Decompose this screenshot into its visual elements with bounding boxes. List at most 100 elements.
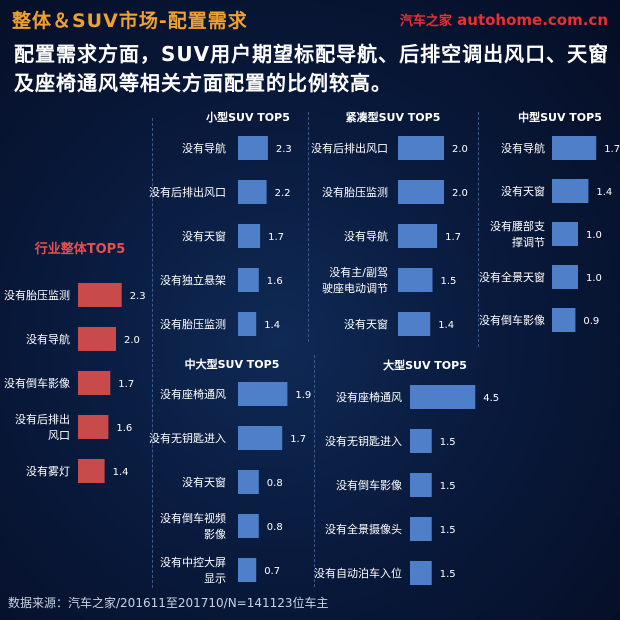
divider-bottom (314, 355, 315, 587)
value-label: 1.0 (586, 273, 602, 284)
category-label: 没有倒车影像 (336, 478, 402, 492)
category-label: 没有独立悬架 (160, 273, 226, 287)
value-label: 1.5 (440, 525, 456, 536)
value-label: 2.0 (452, 144, 468, 155)
value-label: 1.7 (118, 379, 134, 390)
bar (552, 222, 578, 246)
value-label: 1.7 (445, 232, 461, 243)
category-label: 没有天窗 (182, 229, 226, 243)
category-label: 没有中控大屏显示 (160, 555, 226, 585)
value-label: 1.7 (268, 232, 284, 243)
bar (238, 312, 257, 336)
bar (238, 514, 259, 538)
bar (398, 180, 444, 204)
bar (398, 268, 433, 292)
bar (410, 473, 432, 497)
bar (398, 224, 438, 248)
category-label: 没有胎压监测 (160, 317, 226, 331)
bar (398, 136, 444, 160)
value-label: 0.7 (264, 566, 280, 577)
chart-panel-5: 中大型SUV TOP5 没有座椅通风 1.9 没有无钥匙进入 1.7 没有天窗 0.8 没有倒… (149, 357, 311, 585)
bar (398, 312, 431, 336)
chart-title: 行业整体TOP5 (34, 241, 126, 257)
category-label: 没有全景天窗 (479, 270, 545, 284)
category-label: 没有倒车视频影像 (160, 511, 226, 541)
brand-name-cn: 汽车之家 (399, 14, 452, 29)
bar (238, 136, 268, 160)
value-label: 1.5 (440, 437, 456, 448)
category-label: 没有座椅通风 (160, 387, 226, 401)
bar (552, 265, 578, 289)
value-label: 1.0 (586, 230, 602, 241)
category-label: 没有天窗 (344, 317, 388, 331)
category-label: 没有导航 (182, 141, 226, 155)
category-label: 没有导航 (501, 141, 545, 155)
value-label: 2.0 (124, 335, 140, 346)
bar (410, 561, 432, 585)
category-label: 没有胎压监测 (322, 185, 388, 199)
page-title: 整体＆SUV市场-配置需求 (12, 10, 248, 32)
category-label: 没有主/副驾驶座电动调节 (322, 265, 388, 295)
category-label: 没有胎压监测 (4, 288, 70, 302)
category-label: 没有天窗 (182, 475, 226, 489)
bar (238, 224, 261, 248)
value-label: 0.8 (267, 522, 283, 533)
chart-title: 大型SUV TOP5 (383, 358, 467, 372)
value-label: 1.9 (295, 390, 311, 401)
bar (410, 429, 432, 453)
category-label: 没有自动泊车入位 (314, 566, 402, 580)
brand-name-en: autohome.com.cn (457, 11, 608, 29)
value-label: 2.3 (276, 144, 292, 155)
bar (410, 517, 432, 541)
bar (238, 558, 257, 582)
category-label: 没有天窗 (501, 184, 545, 198)
bar (238, 382, 288, 406)
value-label: 1.5 (441, 276, 457, 287)
category-label: 没有全景摄像头 (325, 522, 402, 536)
divider-mid (308, 112, 309, 342)
bar (78, 415, 109, 439)
value-label: 1.4 (438, 320, 454, 331)
bar (78, 327, 116, 351)
chart-title: 中型SUV TOP5 (518, 110, 602, 124)
bar (238, 180, 267, 204)
category-label: 没有无钥匙进入 (325, 434, 402, 448)
bar (78, 283, 122, 307)
bar (78, 371, 111, 395)
divider-right (478, 112, 479, 347)
chart-panel-2: 小型SUV TOP5 没有导航 2.3 没有后排出风口 2.2 没有天窗 1.7 没有独立悬架… (149, 110, 292, 336)
divider-left (152, 118, 153, 588)
category-label: 没有导航 (344, 229, 388, 243)
chart-title: 紧凑型SUV TOP5 (346, 110, 441, 124)
value-label: 2.3 (130, 291, 146, 302)
bar (552, 136, 597, 160)
value-label: 1.4 (264, 320, 280, 331)
value-label: 2.2 (275, 188, 291, 199)
bar (552, 308, 576, 332)
category-label: 没有座椅通风 (336, 390, 402, 404)
chart-panel-4: 中型SUV TOP5 没有导航 1.7 没有天窗 1.4 没有腰部支撑调节 1.0 没有全景天… (479, 110, 620, 332)
bar (238, 268, 259, 292)
bar (238, 470, 259, 494)
category-label: 没有倒车影像 (4, 376, 70, 390)
bar (238, 426, 283, 450)
value-label: 1.7 (604, 144, 620, 155)
data-source-note: 数据来源：汽车之家/201611至201710/N=141123位车主 (8, 596, 329, 610)
category-label: 没有倒车影像 (479, 313, 545, 327)
value-label: 1.5 (440, 569, 456, 580)
value-label: 2.0 (452, 188, 468, 199)
value-label: 1.7 (290, 434, 306, 445)
value-label: 1.4 (113, 467, 129, 478)
chart-title: 中大型SUV TOP5 (185, 357, 280, 371)
brand-logo: 汽车之家 autohome.com.cn (400, 10, 608, 29)
bar (410, 385, 476, 409)
category-label: 没有后排出风口 (15, 412, 70, 442)
value-label: 4.5 (483, 393, 499, 404)
category-label: 没有腰部支撑调节 (490, 219, 545, 249)
category-label: 没有导航 (26, 332, 70, 346)
value-label: 0.9 (583, 316, 599, 327)
value-label: 1.4 (596, 187, 612, 198)
chart-panel-1: 行业整体TOP5 没有胎压监测 2.3 没有导航 2.0 没有倒车影像 1.7 没有后排出风口… (4, 241, 146, 483)
value-label: 1.5 (440, 481, 456, 492)
